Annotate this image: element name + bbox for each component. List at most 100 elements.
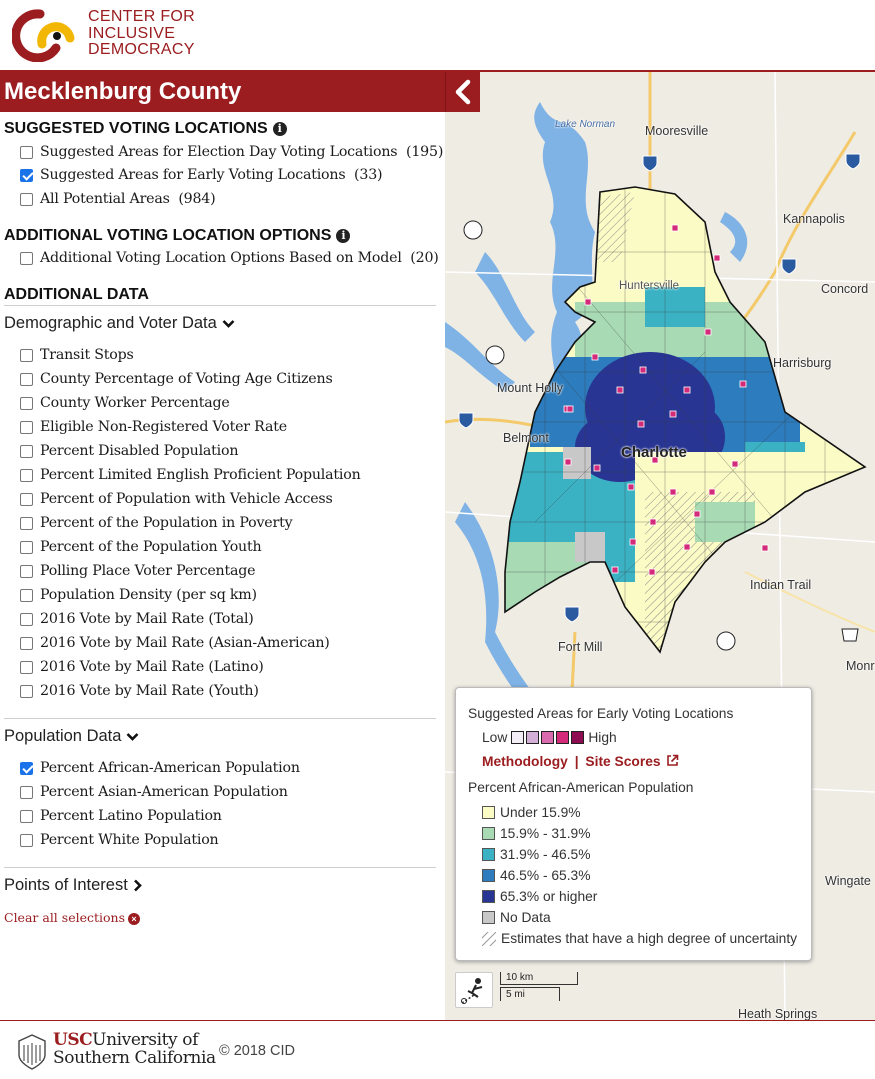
scale-bar-km [500, 972, 578, 985]
checkbox[interactable] [20, 348, 33, 362]
checkbox-row-demographic[interactable]: 2016 Vote by Mail Rate (Asian-American) [20, 633, 330, 653]
external-link-icon[interactable] [666, 754, 679, 767]
site-marker[interactable] [704, 328, 712, 336]
checkbox-row-population[interactable]: Percent African-American Population [20, 758, 300, 778]
place-label: Kannapolis [783, 212, 845, 226]
site-marker[interactable] [591, 353, 599, 361]
checkbox[interactable] [20, 492, 33, 506]
cid-logo-icon[interactable] [12, 8, 82, 62]
checkbox[interactable] [20, 809, 33, 823]
checkbox[interactable] [20, 564, 33, 578]
checkbox-row-model-options[interactable]: Additional Voting Location Options Based… [20, 248, 439, 268]
map-basemap[interactable] [445, 72, 875, 1020]
site-marker[interactable] [671, 224, 679, 232]
site-marker[interactable] [648, 568, 656, 576]
checkbox-row-demographic[interactable]: County Percentage of Voting Age Citizens [20, 369, 333, 389]
checkbox-row-demographic[interactable]: County Worker Percentage [20, 393, 230, 413]
site-marker[interactable] [611, 566, 619, 574]
site-marker[interactable] [683, 386, 691, 394]
checkbox[interactable] [20, 396, 33, 410]
usc-wordmark[interactable]: USCUniversity of Southern California [53, 1031, 216, 1067]
checkbox[interactable] [20, 468, 33, 482]
checkbox-row-demographic[interactable]: Transit Stops [20, 345, 134, 365]
checkbox[interactable] [20, 516, 33, 530]
site-marker[interactable] [669, 488, 677, 496]
population-toggle[interactable]: Population Data [4, 727, 139, 746]
site-scores-link[interactable]: Site Scores [585, 754, 661, 769]
site-marker[interactable] [669, 410, 677, 418]
site-marker[interactable] [584, 298, 592, 306]
suggested-locations-heading: SUGGESTED VOTING LOCATIONS i [4, 120, 287, 138]
site-marker[interactable] [593, 464, 601, 472]
checkbox-row-all-potential[interactable]: All Potential Areas (984) [20, 189, 216, 209]
collapse-sidebar-button[interactable] [445, 72, 480, 112]
map-view[interactable]: Mooresville Kannapolis Concord Harrisbur… [445, 72, 875, 1020]
checkbox-row-early-voting[interactable]: Suggested Areas for Early Voting Locatio… [20, 165, 383, 185]
checkbox-row-demographic[interactable]: Population Density (per sq km) [20, 585, 257, 605]
site-marker[interactable] [564, 458, 572, 466]
site-marker[interactable] [629, 538, 637, 546]
site-marker[interactable] [616, 386, 624, 394]
header-divider [0, 70, 875, 72]
site-marker[interactable] [761, 544, 769, 552]
site-marker[interactable] [713, 254, 721, 262]
place-label: Fort Mill [558, 640, 603, 654]
cid-logo-text: CENTER FOR INCLUSIVE DEMOCRACY [88, 8, 195, 59]
site-score-swatch [556, 731, 570, 744]
legend-bin-label: 15.9% - 31.9% [500, 826, 591, 841]
checkbox-row-demographic[interactable]: Percent of the Population Youth [20, 537, 262, 557]
checkbox-row-demographic[interactable]: 2016 Vote by Mail Rate (Youth) [20, 681, 259, 701]
checkbox-row-demographic[interactable]: Polling Place Voter Percentage [20, 561, 256, 581]
checkbox[interactable] [20, 833, 33, 847]
site-marker[interactable] [566, 405, 574, 413]
site-marker[interactable] [731, 460, 739, 468]
site-marker[interactable] [627, 483, 635, 491]
site-marker[interactable] [649, 518, 657, 526]
clear-all-link[interactable]: Clear all selections × [4, 910, 141, 925]
checkbox-row-demographic[interactable]: Percent of the Population in Poverty [20, 513, 293, 533]
checkbox[interactable] [20, 612, 33, 626]
checkbox[interactable] [20, 540, 33, 554]
checkbox[interactable] [20, 145, 33, 159]
info-icon[interactable]: i [336, 229, 351, 243]
site-marker[interactable] [637, 420, 645, 428]
checkbox[interactable] [20, 684, 33, 698]
checkbox[interactable] [20, 192, 33, 206]
site-marker[interactable] [683, 543, 691, 551]
checkbox-row-election-day[interactable]: Suggested Areas for Election Day Voting … [20, 142, 443, 162]
checkbox-row-demographic[interactable]: 2016 Vote by Mail Rate (Total) [20, 609, 254, 629]
demographic-toggle[interactable]: Demographic and Voter Data [4, 314, 235, 333]
checkbox[interactable] [20, 636, 33, 650]
checkbox[interactable] [20, 372, 33, 386]
checkbox-checked[interactable] [20, 168, 33, 182]
checkbox[interactable] [20, 444, 33, 458]
checkbox-checked[interactable] [20, 761, 33, 775]
checkbox-row-demographic[interactable]: Percent Limited English Proficient Popul… [20, 465, 361, 485]
sidebar: Mecklenburg County SUGGESTED VOTING LOCA… [0, 72, 445, 1020]
checkbox-row-demographic[interactable]: Percent of Population with Vehicle Acces… [20, 489, 333, 509]
checkbox[interactable] [20, 785, 33, 799]
checkbox-row-population[interactable]: Percent Latino Population [20, 806, 222, 826]
checkbox-label: Percent of Population with Vehicle Acces… [40, 491, 333, 507]
checkbox[interactable] [20, 251, 33, 265]
checkbox[interactable] [20, 588, 33, 602]
points-of-interest-toggle[interactable]: Points of Interest [4, 876, 143, 895]
checkbox-row-demographic[interactable]: 2016 Vote by Mail Rate (Latino) [20, 657, 264, 677]
checkbox-label: All Potential Areas (984) [40, 191, 216, 207]
site-marker[interactable] [708, 488, 716, 496]
checkbox-row-demographic[interactable]: Percent Disabled Population [20, 441, 238, 461]
divider [4, 305, 436, 306]
info-icon[interactable]: i [272, 122, 287, 136]
checkbox[interactable] [20, 420, 33, 434]
measure-button[interactable] [455, 972, 493, 1008]
checkbox-row-demographic[interactable]: Eligible Non-Registered Voter Rate [20, 417, 287, 437]
place-label: Belmont [503, 431, 549, 445]
checkbox-row-population[interactable]: Percent Asian-American Population [20, 782, 288, 802]
checkbox[interactable] [20, 660, 33, 674]
site-marker[interactable] [639, 366, 647, 374]
methodology-link[interactable]: Methodology [482, 754, 568, 769]
checkbox-row-population[interactable]: Percent White Population [20, 830, 219, 850]
site-marker[interactable] [739, 380, 747, 388]
site-marker[interactable] [693, 510, 701, 518]
site-marker[interactable] [651, 456, 659, 464]
